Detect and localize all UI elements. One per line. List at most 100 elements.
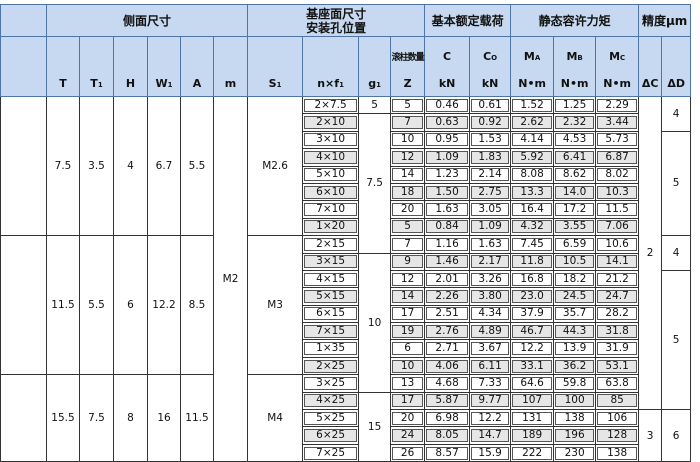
cell-MB-value: 1.25 — [555, 98, 595, 112]
cell-MA: 5.92 — [510, 148, 555, 167]
cell-MB-value: 24.5 — [555, 289, 595, 303]
cell-Z-value: 18 — [392, 185, 424, 199]
cell-C0: 2.75 — [469, 182, 512, 202]
header-static-moment: 静态容许力矩 — [510, 4, 640, 37]
cell-MA: 12.2 — [510, 339, 555, 358]
cell-MB-value: 138 — [555, 411, 595, 425]
cell-MC: 10.3 — [595, 182, 640, 202]
cell-nf1: 7×10 — [302, 200, 360, 219]
cell-MA: 4.32 — [510, 217, 555, 237]
cell-MC: 31.8 — [595, 322, 640, 341]
cell-C0: 4.34 — [469, 304, 512, 324]
cell-MA: 4.14 — [510, 130, 555, 150]
cell-MA: 11.8 — [510, 252, 555, 271]
cell-MC-value: 10.3 — [597, 185, 638, 199]
cell-Z: 10 — [390, 130, 426, 150]
cell-H: 6 — [113, 235, 148, 376]
cell-nf1-value: 4×25 — [304, 394, 358, 408]
cell-Z-value: 12 — [392, 150, 424, 164]
cell-C0-value: 2.75 — [471, 185, 510, 199]
cell-g1: 5 — [358, 95, 392, 115]
spec-table: 侧面尺寸 基座面尺寸 安装孔位置 基本额定载荷 静态容许力矩 精度μm T T1 … — [0, 4, 692, 462]
cell-Z-value: 26 — [392, 446, 424, 460]
cell-nf1: 3×10 — [302, 130, 360, 150]
cell-MA-value: 2.62 — [512, 116, 553, 130]
cell-nf1: 7×25 — [302, 443, 360, 462]
cell-C0: 3.67 — [469, 339, 512, 358]
cell-MA: 16.8 — [510, 269, 555, 289]
cell-dC: 3 — [638, 409, 663, 462]
col-T: T — [46, 36, 80, 97]
cell-Z-value: 13 — [392, 376, 424, 390]
cell-Z: 14 — [390, 287, 426, 306]
cell-S1: M3 — [247, 235, 304, 376]
cell-g1: 15 — [358, 391, 392, 462]
cell-C-value: 8.57 — [426, 446, 469, 460]
col-dC: ΔC — [638, 36, 663, 97]
cell-C0-value: 14.7 — [471, 429, 510, 443]
cell-MA: 8.08 — [510, 165, 555, 184]
cell-MC: 6.87 — [595, 148, 640, 167]
cell-Z-value: 20 — [392, 203, 424, 217]
cell-nf1-value: 2×7.5 — [304, 98, 358, 112]
cell-MC: 31.9 — [595, 339, 640, 358]
cell-C0-value: 4.89 — [471, 324, 510, 338]
cell-Z: 9 — [390, 252, 426, 271]
cell-MB: 4.53 — [553, 130, 597, 150]
cell-MB: 44.3 — [553, 322, 597, 341]
cell-C: 1.23 — [424, 165, 471, 184]
cell-Z-value: 14 — [392, 168, 424, 182]
cell-nf1: 1×35 — [302, 339, 360, 358]
col-nf1: n×f1 — [302, 36, 360, 97]
cell-MA-value: 5.92 — [512, 150, 553, 164]
cell-nf1: 5×15 — [302, 287, 360, 306]
cell-Z-value: 24 — [392, 429, 424, 443]
col-MB: MB N•m — [553, 36, 597, 97]
col-Z: 滚柱数量 Z — [390, 36, 426, 97]
cell-C0-value: 1.09 — [471, 220, 510, 234]
cell-Z-value: 10 — [392, 133, 424, 147]
cell-C: 0.95 — [424, 130, 471, 150]
col-MA: MA N•m — [510, 36, 555, 97]
cell-nf1-value: 5×25 — [304, 411, 358, 425]
cell-C0: 1.63 — [469, 235, 512, 254]
cell-Z: 5 — [390, 95, 426, 115]
cell-MB: 13.9 — [553, 339, 597, 358]
cell-C: 8.57 — [424, 443, 471, 462]
cell-Z-value: 5 — [392, 220, 424, 234]
cell-MC-value: 8.02 — [597, 168, 638, 182]
cell-C-value: 1.23 — [426, 168, 469, 182]
cell-nf1: 6×15 — [302, 304, 360, 324]
cell-C-value: 0.63 — [426, 116, 469, 130]
cell-MA-value: 16.8 — [512, 272, 553, 286]
cell-T1: 5.5 — [79, 235, 114, 376]
table-row: 7×10 20 1.63 3.05 16.4 17.2 11.5 — [1, 200, 691, 219]
cell-MB: 100 — [553, 391, 597, 411]
cell-nf1-value: 2×10 — [304, 116, 358, 130]
cell-C0-value: 0.92 — [471, 116, 510, 130]
cell-MA-value: 4.14 — [512, 133, 553, 147]
cell-MC-value: 11.5 — [597, 203, 638, 217]
cell-MC-value: 7.06 — [597, 220, 638, 234]
cell-Z: 20 — [390, 200, 426, 219]
cell-MC-value: 21.2 — [597, 272, 638, 286]
cell-MA-value: 189 — [512, 429, 553, 443]
cell-C0: 3.26 — [469, 269, 512, 289]
cell-MC: 8.02 — [595, 165, 640, 184]
cell-MA: 23.0 — [510, 287, 555, 306]
cell-Z-value: 20 — [392, 411, 424, 425]
cell-MC-value: 63.8 — [597, 376, 638, 390]
cell-MB: 24.5 — [553, 287, 597, 306]
cell-MC-value: 2.29 — [597, 98, 638, 112]
cell-MA: 107 — [510, 391, 555, 411]
cell-C0: 4.89 — [469, 322, 512, 341]
cell-C0: 3.05 — [469, 200, 512, 219]
cell-MA: 64.6 — [510, 374, 555, 393]
cell-C: 1.46 — [424, 252, 471, 271]
cell-MC: 5.73 — [595, 130, 640, 150]
cell-MB: 138 — [553, 409, 597, 428]
cell-MA-value: 46.7 — [512, 324, 553, 338]
header-rated-load: 基本额定载荷 — [424, 4, 512, 37]
cell-C0: 14.7 — [469, 426, 512, 445]
header-blank — [0, 4, 47, 37]
